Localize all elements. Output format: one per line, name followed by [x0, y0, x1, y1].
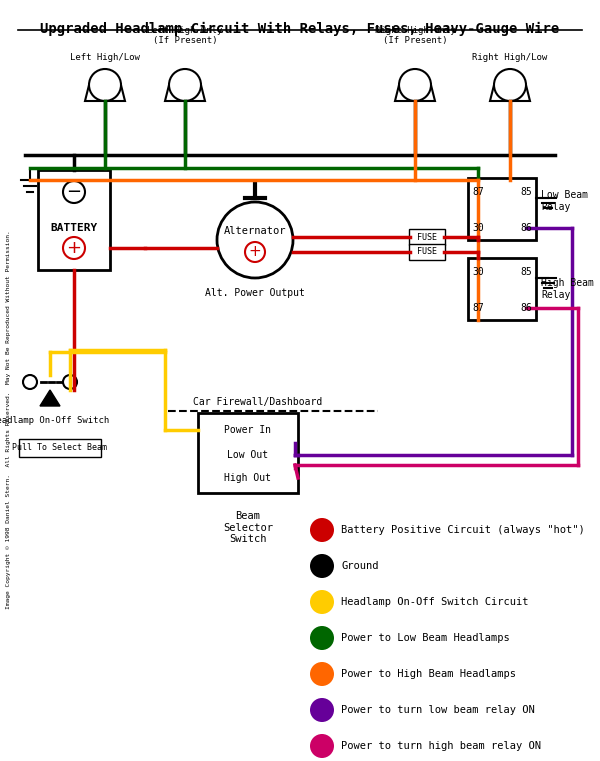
Polygon shape	[85, 85, 125, 101]
Circle shape	[89, 69, 121, 101]
Text: Right High-Only
(If Present): Right High-Only (If Present)	[374, 26, 455, 45]
Text: Power to turn low beam relay ON: Power to turn low beam relay ON	[341, 705, 535, 715]
Text: Battery Positive Circuit (always "hot"): Battery Positive Circuit (always "hot")	[341, 525, 585, 535]
Text: FUSE: FUSE	[417, 233, 437, 241]
Text: Beam
Selector
Switch: Beam Selector Switch	[223, 511, 273, 544]
Text: 86: 86	[520, 223, 532, 233]
Text: Pull To Select Beam: Pull To Select Beam	[13, 444, 107, 453]
Text: High Beam
Relay: High Beam Relay	[541, 279, 594, 300]
Text: 85: 85	[520, 187, 532, 197]
FancyBboxPatch shape	[409, 229, 445, 245]
Circle shape	[63, 375, 77, 389]
Text: Upgraded Headlamp Circuit With Relays, Fuses, Heavy-Gauge Wire: Upgraded Headlamp Circuit With Relays, F…	[40, 22, 560, 37]
Text: −: −	[67, 183, 82, 201]
Text: Power to Low Beam Headlamps: Power to Low Beam Headlamps	[341, 633, 510, 643]
Circle shape	[310, 518, 334, 542]
FancyBboxPatch shape	[468, 178, 536, 240]
Text: 30: 30	[472, 223, 484, 233]
Text: Left High-Only
(If Present): Left High-Only (If Present)	[148, 26, 223, 45]
Text: Ground: Ground	[341, 561, 379, 571]
Circle shape	[310, 590, 334, 614]
FancyBboxPatch shape	[38, 170, 110, 270]
Text: 85: 85	[520, 267, 532, 277]
FancyBboxPatch shape	[409, 244, 445, 260]
Text: Low Beam
Relay: Low Beam Relay	[541, 190, 588, 212]
Polygon shape	[490, 85, 530, 101]
Text: 87: 87	[472, 187, 484, 197]
Text: Power to High Beam Headlamps: Power to High Beam Headlamps	[341, 669, 516, 679]
Circle shape	[310, 662, 334, 686]
Circle shape	[399, 69, 431, 101]
Circle shape	[310, 554, 334, 578]
Polygon shape	[40, 390, 60, 406]
Circle shape	[217, 202, 293, 278]
Text: High Out: High Out	[224, 473, 271, 483]
Text: Headlamp On-Off Switch Circuit: Headlamp On-Off Switch Circuit	[341, 597, 529, 607]
Text: Power to turn high beam relay ON: Power to turn high beam relay ON	[341, 741, 541, 751]
Circle shape	[310, 734, 334, 758]
FancyBboxPatch shape	[468, 258, 536, 320]
Circle shape	[310, 626, 334, 650]
Text: Right High/Low: Right High/Low	[472, 53, 548, 62]
Text: +: +	[248, 244, 262, 260]
Text: Car Firewall/Dashboard: Car Firewall/Dashboard	[193, 397, 323, 407]
Text: 87: 87	[472, 303, 484, 313]
Polygon shape	[395, 85, 435, 101]
Text: Image Copyright © 1998 Daniel Stern.  All Rights Reserved.  May Not Be Reproduce: Image Copyright © 1998 Daniel Stern. All…	[7, 231, 11, 610]
Text: Alt. Power Output: Alt. Power Output	[205, 288, 305, 298]
FancyBboxPatch shape	[198, 413, 298, 493]
Text: Headlamp On-Off Switch: Headlamp On-Off Switch	[0, 416, 109, 425]
Circle shape	[310, 698, 334, 722]
Text: 86: 86	[520, 303, 532, 313]
Text: Left High/Low: Left High/Low	[70, 53, 140, 62]
Text: Low Out: Low Out	[227, 450, 269, 460]
Polygon shape	[165, 85, 205, 101]
Circle shape	[23, 375, 37, 389]
FancyBboxPatch shape	[19, 439, 101, 457]
Text: FUSE: FUSE	[417, 247, 437, 256]
Text: Power In: Power In	[224, 425, 271, 435]
Text: +: +	[67, 239, 82, 257]
Circle shape	[169, 69, 201, 101]
Text: BATTERY: BATTERY	[50, 223, 98, 233]
Text: 30: 30	[472, 267, 484, 277]
Circle shape	[494, 69, 526, 101]
Text: Alternator: Alternator	[224, 226, 286, 236]
